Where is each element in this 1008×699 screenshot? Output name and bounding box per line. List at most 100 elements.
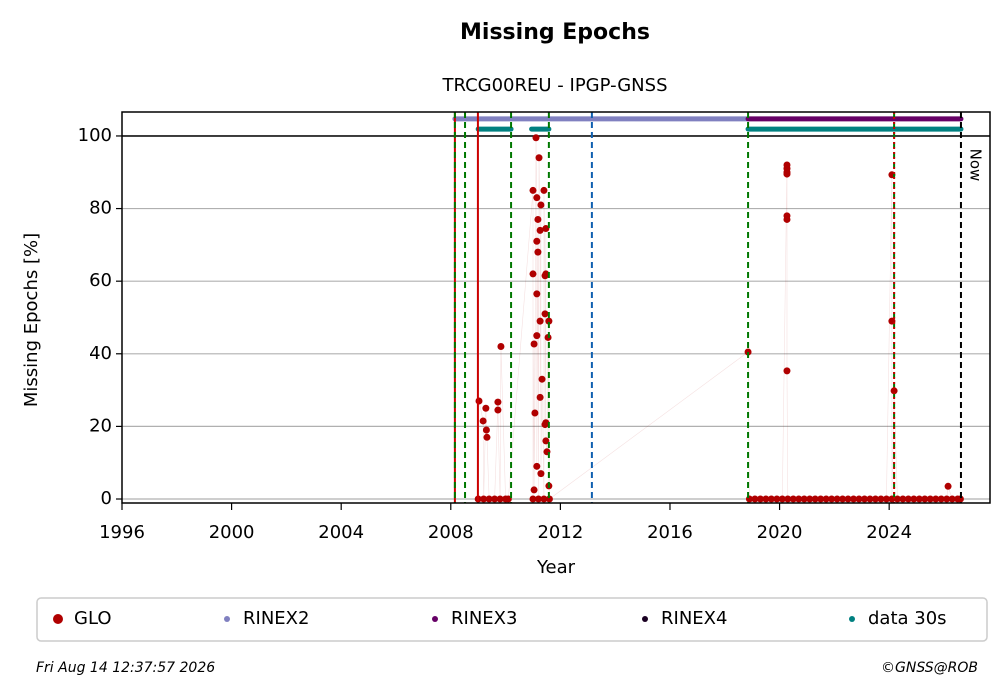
data-point xyxy=(789,495,797,503)
data-point xyxy=(542,270,550,278)
data-point xyxy=(529,186,537,194)
data-point xyxy=(806,495,814,503)
data-point xyxy=(545,317,553,325)
data-point xyxy=(494,398,502,406)
data-point xyxy=(537,201,545,209)
legend-label: RINEX2 xyxy=(243,608,309,629)
legend-label: RINEX3 xyxy=(451,608,517,629)
data-point xyxy=(545,495,553,503)
data-point xyxy=(497,343,505,351)
data-point xyxy=(494,406,502,414)
data-point xyxy=(850,495,858,503)
data-point xyxy=(536,317,544,325)
data-point xyxy=(542,225,550,233)
data-point xyxy=(533,237,541,245)
legend-marker xyxy=(53,614,63,624)
data-point xyxy=(844,495,852,503)
data-point xyxy=(784,495,792,503)
data-point xyxy=(811,495,819,503)
data-point xyxy=(535,154,543,162)
footer-date: Fri Aug 14 12:37:57 2026 xyxy=(36,660,215,676)
data-point xyxy=(839,495,847,503)
data-point xyxy=(783,215,791,223)
data-point xyxy=(767,495,775,503)
data-point xyxy=(762,495,770,503)
data-point xyxy=(944,482,952,490)
footer-credit: ©GNSS@ROB xyxy=(881,660,978,676)
data-point xyxy=(540,186,548,194)
chart-subtitle: TRCG00REU - IPGP-GNSS xyxy=(441,75,667,96)
x-tick-label: 2000 xyxy=(209,522,255,543)
now-label: Now xyxy=(966,149,984,182)
data-point xyxy=(542,437,550,445)
y-tick-label: 100 xyxy=(78,125,112,146)
data-point xyxy=(534,495,542,503)
legend-label: RINEX4 xyxy=(661,608,727,629)
legend-marker xyxy=(224,616,230,622)
data-point xyxy=(482,426,490,434)
data-point xyxy=(532,134,540,142)
legend-marker xyxy=(432,616,438,622)
data-point xyxy=(921,495,929,503)
data-point xyxy=(536,393,544,401)
data-point xyxy=(533,462,541,470)
data-point xyxy=(795,495,803,503)
legend-marker xyxy=(642,616,648,622)
data-point xyxy=(542,419,550,427)
data-point xyxy=(783,170,791,178)
legend-label: GLO xyxy=(74,608,112,629)
x-tick-label: 2008 xyxy=(428,522,474,543)
x-tick-label: 2020 xyxy=(757,522,803,543)
data-point xyxy=(855,495,863,503)
data-point xyxy=(537,470,545,478)
data-point xyxy=(536,226,544,234)
data-point xyxy=(828,495,836,503)
y-tick-label: 80 xyxy=(89,198,112,219)
legend-marker xyxy=(849,616,855,622)
data-point xyxy=(822,495,830,503)
data-point xyxy=(482,404,490,412)
data-point xyxy=(877,495,885,503)
data-point xyxy=(531,409,539,417)
data-point xyxy=(866,495,874,503)
data-point xyxy=(910,495,918,503)
data-point xyxy=(899,495,907,503)
data-point xyxy=(530,340,538,348)
data-point xyxy=(530,486,538,494)
data-point xyxy=(479,417,487,425)
x-tick-label: 2016 xyxy=(647,522,693,543)
data-point xyxy=(800,495,808,503)
data-point xyxy=(861,495,869,503)
data-point xyxy=(485,495,493,503)
legend-label: data 30s xyxy=(868,608,947,629)
data-point xyxy=(496,495,504,503)
data-point xyxy=(744,348,752,356)
x-tick-label: 2012 xyxy=(537,522,583,543)
data-point xyxy=(948,495,956,503)
data-point xyxy=(956,495,964,503)
x-tick-label: 1996 xyxy=(99,522,145,543)
data-point xyxy=(926,495,934,503)
y-tick-label: 20 xyxy=(89,415,112,436)
y-tick-label: 0 xyxy=(101,488,112,509)
data-point xyxy=(534,248,542,256)
data-point xyxy=(890,387,898,395)
legend-box xyxy=(36,597,988,642)
y-tick-label: 60 xyxy=(89,270,112,291)
data-point xyxy=(817,495,825,503)
data-point xyxy=(533,290,541,298)
data-point xyxy=(534,215,542,223)
x-tick-label: 2004 xyxy=(318,522,364,543)
data-point xyxy=(783,367,791,375)
data-point xyxy=(778,495,786,503)
data-point xyxy=(756,495,764,503)
data-point xyxy=(932,495,940,503)
data-point xyxy=(540,495,548,503)
chart-title: Missing Epochs xyxy=(460,20,650,45)
plot-frame xyxy=(121,111,991,504)
data-point xyxy=(475,397,483,405)
x-axis-label: Year xyxy=(536,557,576,578)
data-point xyxy=(541,310,549,318)
data-point xyxy=(943,495,951,503)
